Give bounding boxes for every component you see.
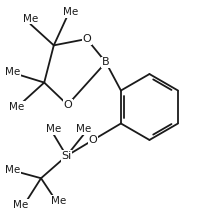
Text: O: O: [63, 100, 72, 110]
Text: Me: Me: [76, 124, 91, 134]
Text: Me: Me: [13, 200, 29, 210]
Text: Me: Me: [5, 67, 20, 77]
Text: Me: Me: [46, 124, 61, 134]
Text: Me: Me: [23, 14, 38, 24]
Text: O: O: [89, 135, 97, 145]
Text: Me: Me: [5, 165, 20, 175]
Text: Si: Si: [61, 151, 72, 161]
Text: B: B: [102, 57, 110, 67]
Text: Me: Me: [63, 7, 78, 17]
Text: Me: Me: [9, 102, 24, 112]
Text: Me: Me: [51, 196, 67, 206]
Text: O: O: [82, 34, 91, 44]
